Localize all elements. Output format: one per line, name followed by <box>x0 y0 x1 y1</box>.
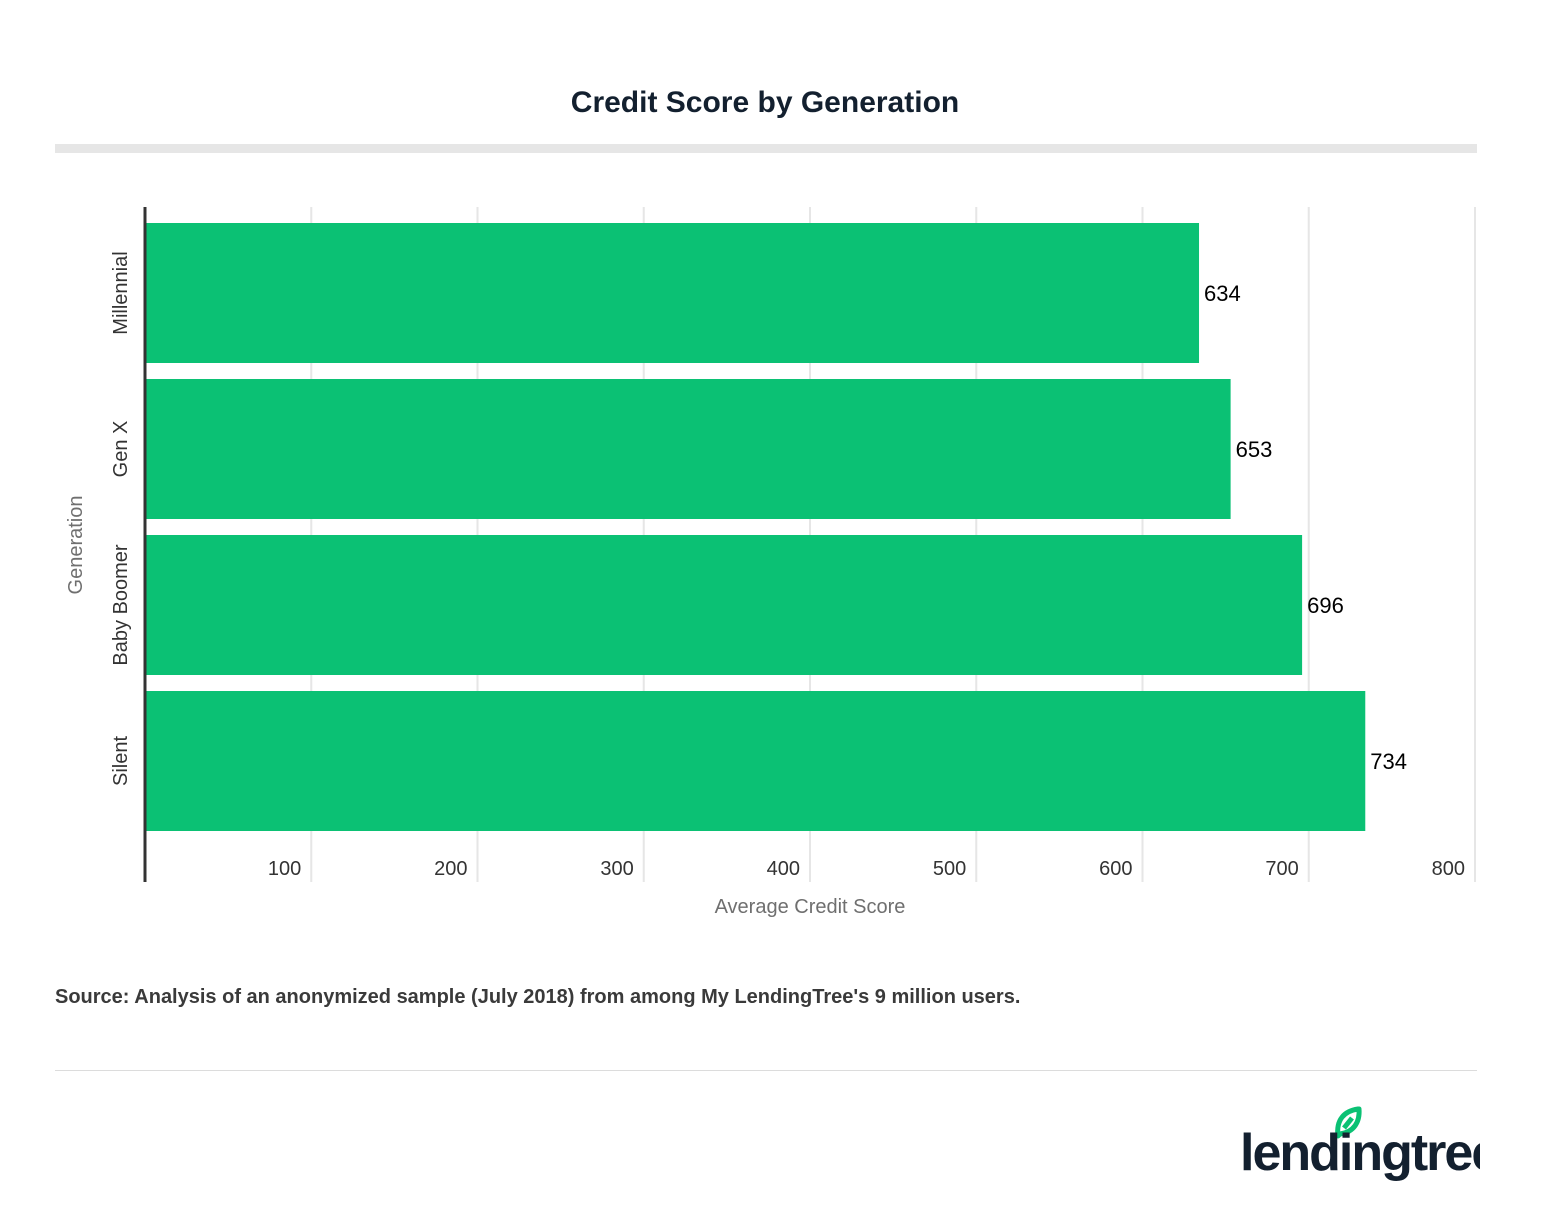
data-label: 634 <box>1204 281 1241 306</box>
x-tick-label: 100 <box>268 858 301 880</box>
bar-baby-boomer <box>146 535 1303 675</box>
category-label: Millennial <box>110 251 132 334</box>
chart-title: Credit Score by Generation <box>570 86 960 119</box>
data-label: 696 <box>1307 593 1344 618</box>
x-tick-label: 400 <box>767 858 800 880</box>
data-label: 734 <box>1370 749 1407 774</box>
bar-silent <box>146 691 1366 831</box>
title-divider <box>55 144 1477 153</box>
footer-divider <box>55 1070 1477 1071</box>
bar-millennial <box>146 223 1200 363</box>
data-label: 653 <box>1236 437 1273 462</box>
x-tick-label: 300 <box>600 858 633 880</box>
lendingtree-logo: lendingtree <box>1240 1106 1480 1181</box>
x-tick-label: 600 <box>1099 858 1132 880</box>
x-tick-label: 500 <box>933 858 966 880</box>
source-note: Source: Analysis of an anonymized sample… <box>55 986 1021 1008</box>
bar-chart: 634 653 696 734 100 200 300 400 500 600 700 800 Mi… <box>65 207 1476 918</box>
x-tick-label: 800 <box>1432 858 1465 880</box>
category-label: Baby Boomer <box>110 544 132 666</box>
x-tick-label: 200 <box>434 858 467 880</box>
y-axis-label: Generation <box>65 496 87 595</box>
category-label: Silent <box>110 736 132 786</box>
svg-text:lendingtree: lendingtree <box>1240 1124 1480 1181</box>
bar-gen-x <box>146 379 1231 519</box>
x-axis-label: Average Credit Score <box>715 896 906 918</box>
leaf-icon <box>1335 1106 1362 1139</box>
x-tick-label: 700 <box>1265 858 1298 880</box>
category-label: Gen X <box>110 421 132 478</box>
